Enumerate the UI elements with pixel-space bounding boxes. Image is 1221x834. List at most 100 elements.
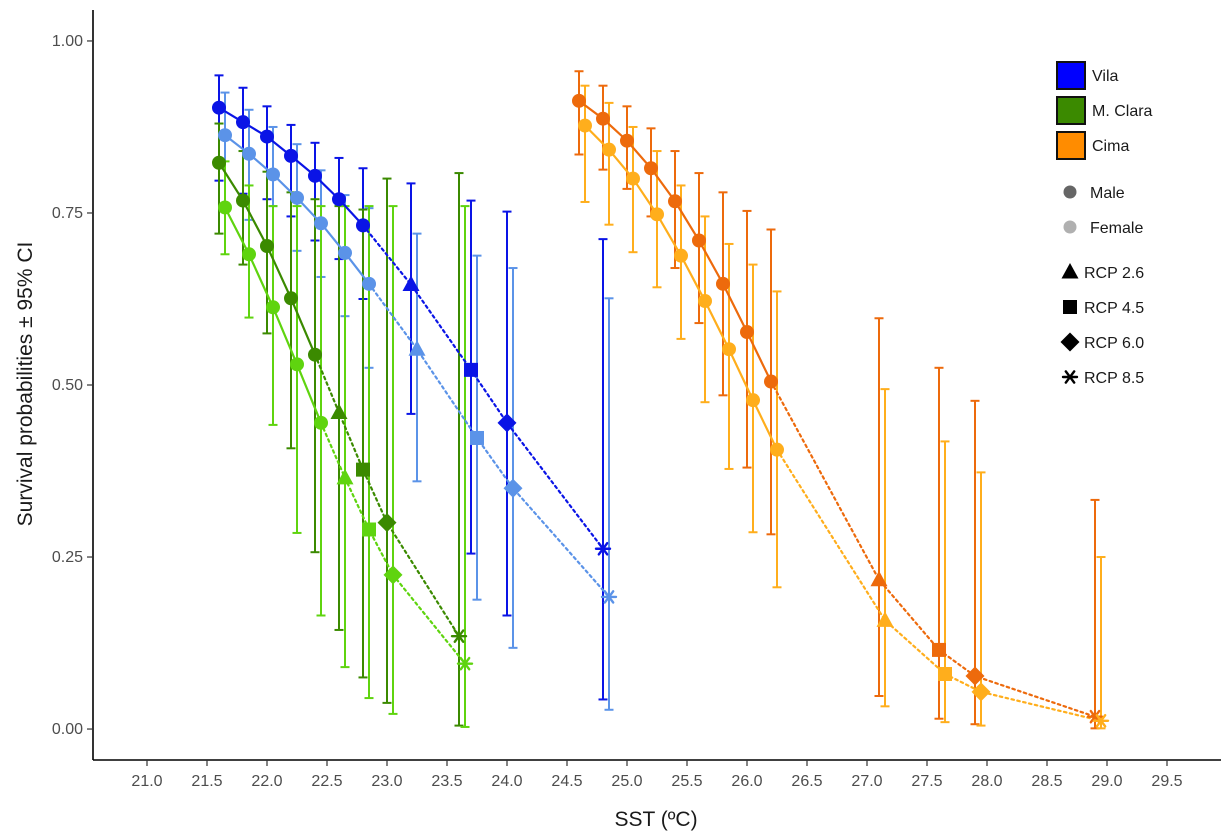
data-point-observed (668, 194, 682, 209)
x-tick-label: 27.5 (911, 773, 942, 790)
data-point-rcp-4-5 (362, 522, 376, 537)
data-point-observed (356, 218, 370, 233)
legend-rcp-marker (1060, 332, 1080, 352)
axes: 0.00 0.25 0.50 0.75 1.00 21.0 21.5 22.0 22.5 23.0… (52, 10, 1221, 790)
asterisk-stroke (1095, 713, 1107, 728)
x-tick-label: 21.0 (131, 773, 162, 790)
data-point-rcp-8-5 (594, 541, 612, 556)
data-point-observed (362, 276, 376, 291)
legend-sex-marker (1063, 220, 1077, 234)
legend-label: RCP 8.5 (1084, 370, 1144, 387)
data-point-rcp-4-5 (356, 462, 370, 477)
data-point-observed (620, 133, 634, 148)
x-tick-label: 23.0 (371, 773, 402, 790)
data-point-rcp-2-6 (870, 570, 888, 587)
legend-swatch (1056, 131, 1086, 160)
legend-label: Male (1090, 185, 1125, 202)
x-tick-label: 29.5 (1151, 773, 1182, 790)
data-point-observed (740, 325, 754, 340)
x-tick-label: 29.0 (1091, 773, 1122, 790)
data-point-observed (572, 93, 586, 108)
data-point-observed (308, 168, 322, 183)
y-axis-title: Survival probabilities ± 95% CI (14, 242, 37, 527)
data-point-observed (218, 128, 232, 143)
data-point-observed (290, 190, 304, 205)
asterisk-stroke (603, 590, 615, 604)
data-point-observed (596, 111, 610, 126)
x-tick-label: 28.0 (971, 773, 1002, 790)
legend-label: Cima (1092, 138, 1129, 155)
data-point-rcp-4-5 (932, 642, 946, 657)
data-point-observed (308, 347, 322, 362)
data-point-observed (236, 115, 250, 130)
data-point-rcp-2-6 (876, 611, 894, 627)
legend-swatch (1056, 61, 1086, 90)
x-tick-label: 21.5 (191, 773, 222, 790)
data-point-observed (332, 192, 346, 207)
data-point-observed (290, 357, 304, 372)
x-tick-label: 28.5 (1031, 773, 1062, 790)
data-point-rcp-4-5 (464, 362, 478, 377)
data-point-observed (602, 142, 616, 157)
legend-label: RCP 4.5 (1084, 300, 1144, 317)
data-point-rcp-8-5 (600, 590, 618, 604)
data-point-rcp-6-0 (503, 478, 523, 498)
data-point-rcp-4-5 (470, 430, 484, 445)
x-tick-label: 24.0 (491, 773, 522, 790)
series-lines (218, 99, 1103, 722)
data-point-rcp-2-6 (330, 403, 348, 420)
data-point-observed (644, 161, 658, 176)
legend-rcp-marker (1061, 263, 1079, 279)
series-line-projected (313, 353, 461, 638)
legend-rcp-marker (1061, 370, 1079, 384)
data-point-observed (716, 276, 730, 291)
data-point-observed (260, 239, 274, 254)
legend-swatch (1056, 96, 1086, 125)
data-point-observed (698, 294, 712, 309)
data-point-observed (284, 148, 298, 163)
data-point-observed (212, 155, 226, 170)
legend-sex-marker (1063, 185, 1077, 199)
x-tick-label: 26.0 (731, 773, 762, 790)
series-line-projected (361, 224, 605, 550)
x-tick-label: 24.5 (551, 773, 582, 790)
data-point-rcp-2-6 (336, 468, 354, 485)
data-point-rcp-4-5 (938, 666, 952, 681)
data-point-observed (674, 248, 688, 263)
data-point-observed (692, 233, 706, 248)
series-line-projected (769, 380, 1097, 718)
legend-label: Vila (1092, 68, 1118, 85)
data-point-observed (626, 171, 640, 186)
data-point-observed (242, 146, 256, 161)
data-point-observed (260, 129, 274, 144)
y-tick-label: 0.00 (52, 721, 83, 738)
x-tick-label: 22.0 (251, 773, 282, 790)
x-tick-label: 25.0 (611, 773, 642, 790)
data-point-rcp-8-5 (1092, 713, 1110, 728)
data-point-observed (236, 193, 250, 208)
data-point-rcp-6-0 (971, 682, 991, 702)
data-point-rcp-6-0 (377, 513, 397, 533)
asterisk-stroke (1064, 370, 1076, 384)
data-point-rcp-6-0 (383, 565, 403, 585)
legend-label: M. Clara (1092, 103, 1153, 120)
x-tick-label: 26.5 (791, 773, 822, 790)
data-point-observed (284, 291, 298, 306)
x-axis-title: SST (ºC) (614, 808, 697, 831)
asterisk-stroke (597, 541, 609, 556)
data-point-observed (266, 300, 280, 315)
data-point-observed (212, 100, 226, 115)
data-point-rcp-6-0 (497, 413, 517, 433)
data-point-rcp-2-6 (402, 275, 420, 292)
data-point-observed (242, 247, 256, 262)
data-point-rcp-6-0 (965, 666, 985, 686)
x-tick-label: 27.0 (851, 773, 882, 790)
data-markers (212, 93, 1110, 728)
data-point-observed (338, 245, 352, 260)
data-point-observed (770, 442, 784, 457)
legend-label: RCP 6.0 (1084, 335, 1144, 352)
asterisk-stroke (1089, 709, 1101, 724)
asterisk-stroke (459, 656, 471, 671)
